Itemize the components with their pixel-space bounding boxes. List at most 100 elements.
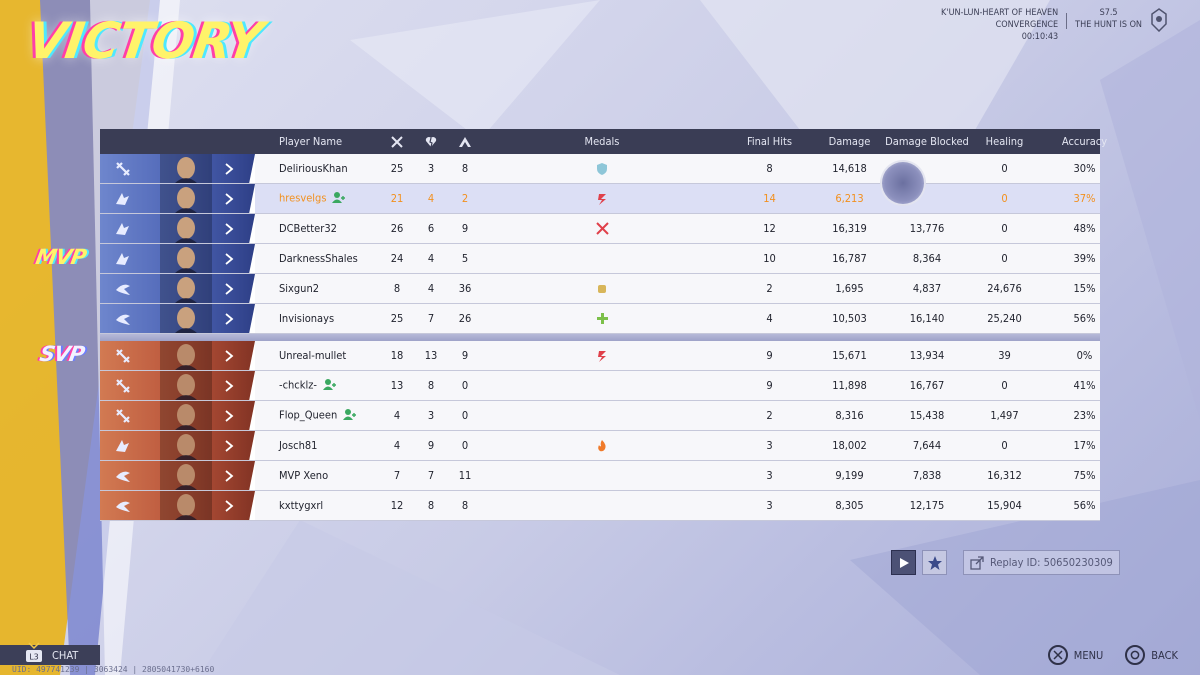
friend-icon <box>322 378 336 393</box>
player-row[interactable]: Josch81 4 9 0 3 18,002 7,644 0 17% <box>100 431 1100 461</box>
final-hits-value: 2 <box>766 282 773 295</box>
kills-value: 4 <box>393 439 401 452</box>
fist-medal-icon <box>597 284 606 293</box>
cursor-indicator <box>880 160 926 206</box>
chevron-right-icon <box>225 350 234 362</box>
team-separator <box>100 334 1100 341</box>
damage-blocked-value: 7,644 <box>912 439 942 452</box>
damage-blocked-value: 7,838 <box>912 469 942 482</box>
player-name-text: Josch81 <box>279 439 318 452</box>
player-row[interactable]: Unreal-mullet 18 13 9 9 15,671 13,934 39 0% <box>100 341 1100 371</box>
back-hint[interactable]: BACK <box>1125 645 1178 665</box>
damage-value: 14,618 <box>832 162 867 175</box>
healing-value: 15,904 <box>987 499 1022 512</box>
accuracy-value: 17% <box>1073 439 1096 452</box>
final-hits-value: 8 <box>766 162 773 175</box>
damage-blocked-value: 16,140 <box>909 312 945 325</box>
kills-value: 21 <box>390 192 404 205</box>
final-hits-value: 14 <box>763 192 776 205</box>
header-damage-blocked: Damage Blocked <box>885 135 969 148</box>
kills-value: 8 <box>393 282 401 295</box>
player-name: -chcklz- <box>255 378 380 393</box>
victory-title: VICTORY <box>23 12 266 70</box>
medal-cell <box>482 221 722 236</box>
menu-label: MENU <box>1073 648 1104 662</box>
friend-icon <box>343 408 357 423</box>
header-healing: Healing <box>985 135 1024 148</box>
final-hits-value: 9 <box>766 349 773 362</box>
player-name: Flop_Queen <box>255 408 380 423</box>
kills-value: 4 <box>393 409 401 422</box>
player-row[interactable]: DeliriousKhan 25 3 8 8 14,618 0 30% <box>100 154 1100 184</box>
player-name-text: hresvelgs <box>279 191 327 205</box>
player-name-text: DeliriousKhan <box>279 162 348 175</box>
duelist-role-icon <box>116 253 129 265</box>
player-row[interactable]: Sixgun2 8 4 36 2 1,695 4,837 24,676 15% <box>100 274 1100 304</box>
header-final-hits: Final Hits <box>746 135 793 148</box>
healing-value: 1,497 <box>990 409 1019 422</box>
menu-hint[interactable]: MENU <box>1047 645 1104 665</box>
medal-cell <box>482 192 722 206</box>
chat-tab[interactable]: CHAT <box>0 645 100 665</box>
replay-id-button[interactable]: Replay ID: 50650230309 <box>963 550 1120 575</box>
banner-slash <box>249 371 255 400</box>
player-row[interactable]: MVP Xeno 7 7 11 3 9,199 7,838 16,312 75% <box>100 461 1100 491</box>
player-row[interactable]: Invisionays 25 7 26 4 10,503 16,140 25,240 56% <box>100 304 1100 334</box>
banner-slash <box>249 491 255 520</box>
map-name: K'UN-LUN-HEART OF HEAVEN <box>941 8 1059 18</box>
hero-portrait <box>160 371 212 400</box>
deaths-value: 7 <box>427 469 435 482</box>
deaths-value: 4 <box>427 192 435 205</box>
header-accuracy: Accuracy <box>1061 135 1108 148</box>
hero-banner <box>100 154 255 183</box>
star-icon <box>927 555 942 570</box>
deaths-value: 8 <box>427 379 435 392</box>
healing-value: 16,312 <box>987 469 1022 482</box>
accuracy-value: 56% <box>1073 499 1096 512</box>
player-name: DCBetter32 <box>255 222 380 235</box>
header-medals: Medals <box>584 135 620 148</box>
vanguard-role-icon <box>116 162 130 176</box>
damage-blocked-value: 15,438 <box>909 409 945 422</box>
shield-medal-icon <box>596 162 607 175</box>
player-row[interactable]: DarknessShales 24 4 5 10 16,787 8,364 0 39% <box>100 244 1100 274</box>
strategist-role-icon <box>116 471 130 482</box>
deaths-value: 7 <box>427 312 435 325</box>
cross-medal-icon <box>596 312 608 324</box>
assists-value: 36 <box>458 282 472 295</box>
scoreboard-table: Player Name Medals Final Hits Damage Dam… <box>100 129 1107 521</box>
season-number: S7.5 <box>1099 8 1118 18</box>
medal-cell <box>482 282 722 296</box>
assists-value: 9 <box>461 222 469 235</box>
kills-value: 26 <box>390 222 404 235</box>
chevron-right-icon <box>225 163 234 175</box>
hero-banner <box>100 461 255 490</box>
banner-slash <box>249 244 255 273</box>
healing-value: 0 <box>1001 379 1008 392</box>
assists-value: 11 <box>458 469 472 482</box>
hero-portrait <box>160 274 212 303</box>
player-name: Unreal-mullet <box>255 349 380 362</box>
player-name: DeliriousKhan <box>255 162 380 175</box>
uid-line: UID: 497741239 | 3063424 | 2805041730+61… <box>12 665 215 674</box>
play-replay-button[interactable] <box>891 550 916 575</box>
favorite-button[interactable] <box>922 550 947 575</box>
player-row[interactable]: Flop_Queen 4 3 0 2 8,316 15,438 1,497 23% <box>100 401 1100 431</box>
hero-portrait <box>160 461 212 490</box>
banner-slash <box>249 274 255 303</box>
healing-value: 39 <box>998 349 1011 362</box>
hero-banner <box>100 401 255 430</box>
assists-value: 8 <box>461 499 469 512</box>
player-row[interactable]: -chcklz- 13 8 0 9 11,898 16,767 0 41% <box>100 371 1100 401</box>
hero-banner <box>100 244 255 273</box>
replay-controls: Replay ID: 50650230309 <box>891 550 1120 575</box>
player-name-text: MVP Xeno <box>279 469 329 482</box>
banner-slash <box>249 401 255 430</box>
player-row[interactable]: hresvelgs 21 4 2 14 6,213 0 37% <box>100 184 1100 214</box>
player-row[interactable]: kxttygxrl 12 8 8 3 8,305 12,175 15,904 56% <box>100 491 1100 521</box>
player-row[interactable]: DCBetter32 26 6 9 12 16,319 13,776 0 48% <box>100 214 1100 244</box>
player-name: hresvelgs <box>255 191 380 206</box>
season-emblem-icon <box>1151 8 1167 32</box>
friend-icon <box>332 191 346 206</box>
accuracy-value: 48% <box>1073 222 1096 235</box>
